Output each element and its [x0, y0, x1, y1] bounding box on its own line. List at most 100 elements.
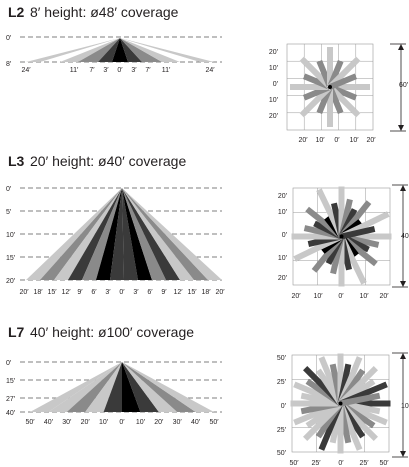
distance-label: 0′: [119, 289, 125, 296]
col-label: 25′: [311, 460, 321, 467]
beam-fan: [26, 188, 222, 280]
section-l2-code: L2: [8, 4, 25, 20]
dimension-label: 10: [401, 403, 409, 410]
beam-ray: [340, 400, 391, 407]
beam-wedge: [66, 362, 122, 412]
beam-wedge: [60, 38, 120, 62]
distance-label: 11′: [162, 67, 171, 74]
beam-wedge: [122, 188, 222, 280]
distance-label: 15′: [187, 289, 197, 296]
beam-wedge: [120, 38, 180, 62]
distance-label: 7′: [145, 67, 151, 74]
distance-label: 18′: [201, 289, 211, 296]
distance-label: 6′: [91, 289, 97, 296]
section-l2: L2 8′ height: ø48′ coverage 0′ 8′ 24′ 11′…: [6, 4, 409, 144]
distance-label: 6′: [147, 289, 153, 296]
col-label: 50′: [379, 460, 389, 467]
distance-label: 7′: [89, 67, 95, 74]
grid-frame: [286, 43, 374, 131]
beam-ray: [338, 198, 353, 238]
section-l7-description: 40′ height: ø100′ coverage: [30, 324, 194, 340]
distance-label: 24′: [205, 67, 215, 74]
side-view-l3: 0′ 5′ 10′ 15′ 20′ 20′ 18′ 15′ 12′ 9′ 6′ 3′ 0′ 3′…: [6, 186, 225, 296]
distance-label: 30′: [62, 419, 72, 426]
section-l3: L3 20′ height: ø40′ coverage 0′ 5′ 10′ 1…: [6, 153, 409, 300]
distance-labels: 20′ 18′ 15′ 12′ 9′ 6′ 3′ 0′ 3′ 6′ 9′ 12′ 15′ 18′ 20′: [19, 289, 225, 296]
beam-ray: [303, 225, 343, 240]
beam-ray: [290, 400, 341, 407]
distance-label: 50′: [25, 419, 35, 426]
dimension-label: 60′: [399, 82, 409, 89]
height-label: 8′: [6, 61, 12, 68]
distance-label: 3′: [105, 289, 111, 296]
distance-label: 24′: [21, 67, 31, 74]
beam-wedge: [85, 362, 122, 412]
col-label: 20′: [298, 137, 308, 144]
height-label: 27′: [6, 396, 16, 403]
beam-wedge: [122, 362, 214, 412]
beam-ray: [328, 73, 358, 90]
distance-label: 9′: [161, 289, 167, 296]
section-l7-code: L7: [8, 324, 25, 340]
row-label: 0′: [282, 232, 288, 239]
height-label: 20′: [6, 278, 16, 285]
beam-wedge: [54, 188, 122, 280]
beam-ray: [316, 85, 333, 115]
beam-fan: [26, 38, 214, 62]
side-view-l2: 0′ 8′ 24′ 11′ 7′ 3′ 0′ 3′ 7′ 11′ 24′: [6, 35, 222, 74]
height-label: 0′: [6, 360, 12, 367]
distance-label: 15′: [47, 289, 57, 296]
col-label: 10′: [315, 137, 325, 144]
height-label: 0′: [6, 186, 12, 193]
fixture-center: [328, 85, 332, 89]
dimension-label: 40: [401, 233, 409, 240]
beam-wedge: [98, 38, 120, 62]
beam-ray: [327, 59, 344, 89]
distance-label: 20′: [154, 419, 164, 426]
distance-label: 20′: [19, 289, 29, 296]
top-view-l3: 20′ 10′ 0′ 10′ 20′ 20′ 10′ 0′ 10′ 20′ 40: [278, 184, 409, 300]
distance-label: 10′: [99, 419, 109, 426]
height-label: 0′: [6, 35, 12, 42]
beam-ray: [339, 392, 381, 407]
col-label: 20′: [379, 293, 389, 300]
distance-labels: 24′ 11′ 7′ 3′ 0′ 3′ 7′ 11′ 24′: [21, 67, 215, 74]
beam-ray: [329, 402, 344, 444]
beam-ray: [327, 84, 361, 118]
row-label: 10′: [278, 255, 288, 262]
beam-wedge: [26, 38, 120, 62]
beam-ray: [290, 84, 330, 90]
beam-wedge: [30, 362, 122, 412]
col-label: 0′: [338, 293, 344, 300]
distance-label: 3′: [133, 289, 139, 296]
distance-label: 10′: [136, 419, 146, 426]
height-label: 15′: [6, 255, 16, 262]
col-label: 10′: [313, 293, 323, 300]
section-l3-description: 20′ height: ø40′ coverage: [30, 153, 186, 169]
col-label: 20′: [291, 293, 301, 300]
row-label: 10′: [278, 209, 288, 216]
col-label: 0′: [334, 137, 340, 144]
beam-wedge: [103, 362, 122, 412]
row-label: 20′: [278, 193, 288, 200]
row-label: 25′: [277, 379, 287, 386]
section-l3-code: L3: [8, 153, 25, 169]
distance-label: 20′: [81, 419, 91, 426]
top-view-l7: 50′ 25′ 0′ 25′ 50′ 50′ 25′ 0′ 25′ 50′ 10: [277, 352, 409, 467]
row-label: 25′: [277, 427, 287, 434]
beam-wedge: [120, 38, 214, 62]
row-label: 20′: [278, 275, 288, 282]
row-label: 0′: [281, 403, 287, 410]
row-label: 10′: [269, 65, 279, 72]
beam-wedge: [96, 188, 122, 280]
beam-ray: [327, 56, 361, 90]
col-label: 25′: [359, 460, 369, 467]
distance-label: 40′: [191, 419, 201, 426]
beam-ray: [337, 356, 363, 405]
beam-fan: [30, 362, 214, 412]
height-label: 15′: [6, 378, 16, 385]
beam-wedge: [122, 362, 178, 412]
beam-ray: [340, 226, 376, 240]
distance-label: 9′: [77, 289, 83, 296]
